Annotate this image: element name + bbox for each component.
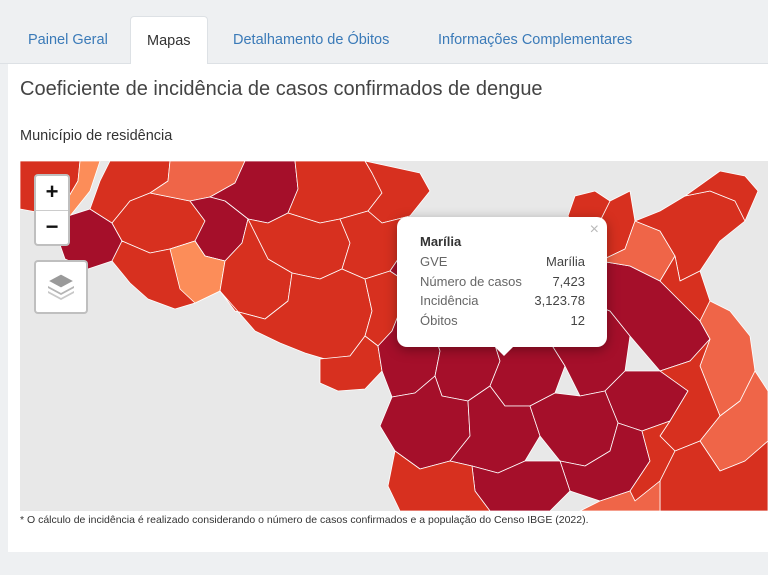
zoom-out-button[interactable]: − bbox=[36, 210, 68, 244]
map-region bbox=[659, 255, 711, 322]
popup-key: Número de casos bbox=[420, 274, 522, 289]
popup-value: 7,423 bbox=[552, 274, 585, 289]
tab-bar: Painel Geral Mapas Detalhamento de Óbito… bbox=[0, 0, 768, 65]
popup-key: Incidência bbox=[420, 293, 479, 308]
tab-mapas[interactable]: Mapas bbox=[130, 16, 208, 65]
popup-key: Óbitos bbox=[420, 313, 458, 328]
popup-title: Marília bbox=[420, 234, 462, 249]
map-region bbox=[684, 170, 759, 222]
popup-row-obitos: Óbitos 12 bbox=[420, 313, 585, 333]
layers-icon bbox=[46, 273, 76, 300]
choropleth-map[interactable]: + − × Marília GVE Marília Número de caso… bbox=[20, 161, 768, 511]
map-panel: Coeficiente de incidência de casos confi… bbox=[8, 64, 768, 552]
map-subtitle: Município de residência bbox=[20, 128, 173, 144]
popup-close-button[interactable]: × bbox=[589, 221, 599, 238]
map-region bbox=[387, 450, 491, 511]
popup-row-gve: GVE Marília bbox=[420, 254, 585, 274]
map-region bbox=[579, 480, 661, 511]
popup-value: Marília bbox=[545, 254, 585, 269]
zoom-in-button[interactable]: + bbox=[45, 179, 59, 204]
layers-button[interactable] bbox=[34, 260, 88, 314]
popup-key: GVE bbox=[420, 254, 448, 269]
tab-detalhamento-obitos[interactable]: Detalhamento de Óbitos bbox=[233, 32, 390, 48]
popup-row-incidencia: Incidência 3,123.78 bbox=[420, 293, 585, 313]
zoom-control: + − bbox=[34, 174, 70, 246]
page-title: Coeficiente de incidência de casos confi… bbox=[20, 78, 543, 100]
footnote: * O cálculo de incidência é realizado co… bbox=[20, 514, 589, 526]
tab-informacoes-complementares[interactable]: Informações Complementares bbox=[438, 32, 633, 48]
map-region bbox=[634, 190, 746, 282]
map-regions bbox=[20, 161, 768, 511]
popup-value: 3,123.78 bbox=[534, 293, 585, 308]
tab-painel-geral[interactable]: Painel Geral bbox=[28, 32, 108, 48]
popup-row-numero-casos: Número de casos 7,423 bbox=[420, 274, 585, 294]
popup-value: 12 bbox=[570, 313, 585, 328]
map-popup: × Marília GVE Marília Número de casos 7,… bbox=[397, 217, 607, 356]
